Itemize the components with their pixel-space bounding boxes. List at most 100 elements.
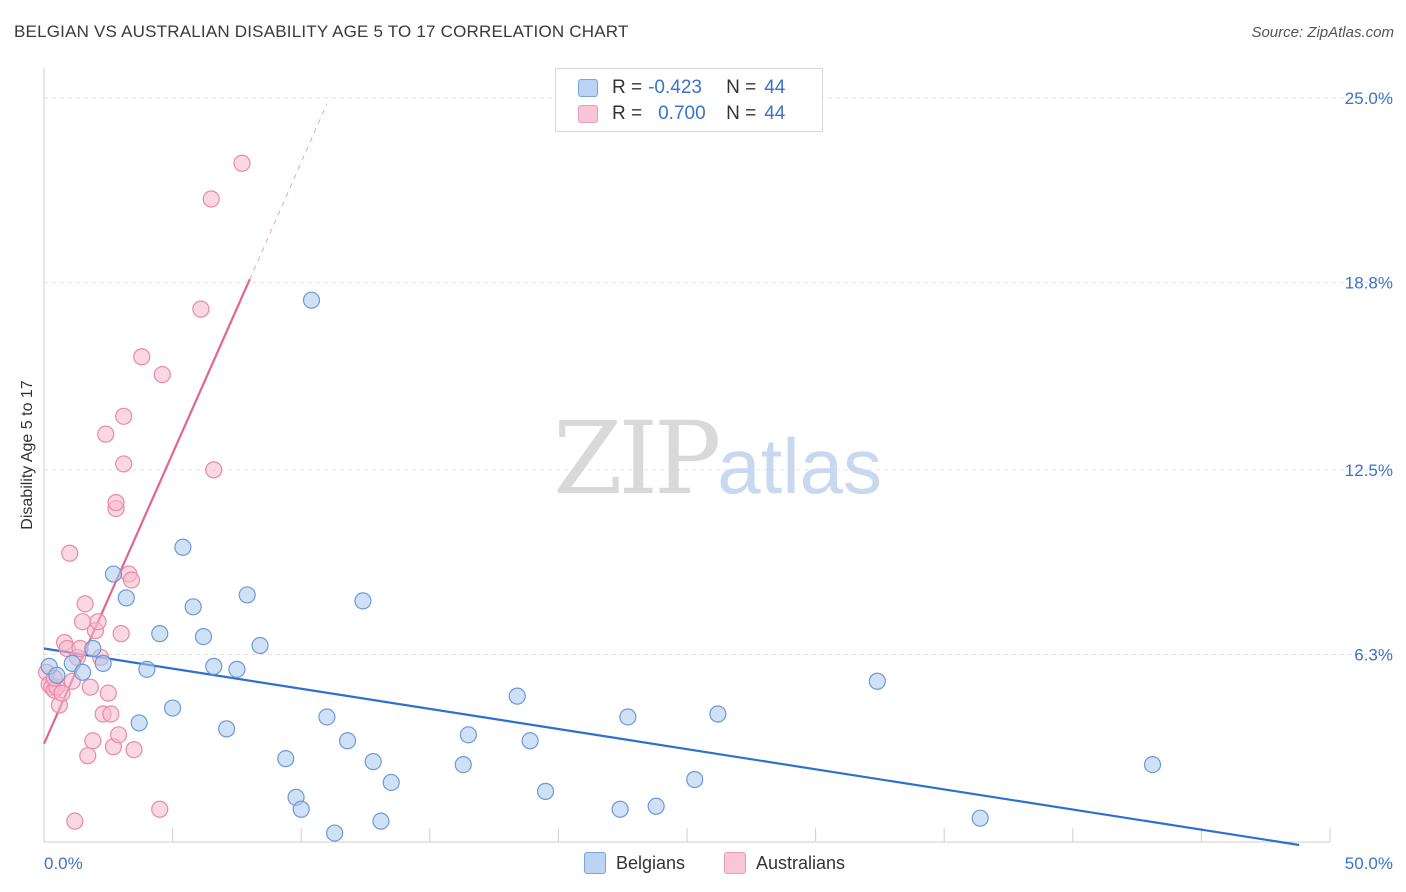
belgian-point <box>1143 755 1162 774</box>
belgians-r-value: -0.423 <box>648 77 702 98</box>
bottom-legend-belgians[interactable]: Belgians <box>584 852 685 874</box>
y-tick-label: 25.0% <box>1345 89 1393 108</box>
australian-point <box>153 366 171 384</box>
belgian-point <box>117 589 135 607</box>
australian-point <box>97 425 115 443</box>
legend-n-label: N = <box>726 103 757 124</box>
belgian-point <box>228 660 246 678</box>
belgian-point <box>382 773 400 792</box>
x-tick-label-min: 0.0% <box>44 854 83 873</box>
belgian-point <box>174 538 192 556</box>
belgian-point <box>292 800 310 818</box>
australian-point <box>102 705 120 723</box>
belgian-point <box>521 732 539 750</box>
stats-legend: R = -0.423 N = 44 R = 0.700 N = 44 <box>555 68 823 132</box>
belgian-point <box>151 625 169 643</box>
australian-point <box>122 571 141 589</box>
belgian-point <box>619 708 637 726</box>
australian-point <box>53 684 71 702</box>
belgian-point <box>536 782 555 800</box>
legend-row-australians: R = 0.700 N = 44 <box>578 102 785 126</box>
belgian-point <box>508 687 526 705</box>
belgian-point <box>94 654 112 672</box>
belgian-point <box>364 753 382 771</box>
x-tick-labels: 0.0% 50.0% <box>44 854 1393 873</box>
y-tick-label: 6.3% <box>1354 645 1393 664</box>
belgian-point <box>709 705 727 723</box>
belgian-point <box>277 750 295 768</box>
belgian-point <box>459 726 477 744</box>
belgians-trendline <box>43 647 1300 847</box>
australian-point <box>133 348 151 366</box>
australian-point <box>66 812 84 830</box>
legend-r-label: R = <box>612 103 643 124</box>
australians-points <box>37 154 251 830</box>
y-tick-label: 18.8% <box>1345 273 1393 292</box>
belgian-point <box>184 598 202 616</box>
australian-point <box>81 678 99 696</box>
belgian-point <box>251 636 269 655</box>
australians-swatch <box>578 105 598 123</box>
belgian-point <box>868 672 886 690</box>
chart-title: BELGIAN VS AUSTRALIAN DISABILITY AGE 5 T… <box>14 22 629 41</box>
belgian-point <box>84 639 102 658</box>
legend-n-label: N = <box>726 77 757 98</box>
belgian-point <box>48 666 66 684</box>
belgian-point <box>302 291 321 309</box>
australian-point <box>109 726 128 744</box>
legend-row-belgians: R = -0.423 N = 44 <box>578 76 785 100</box>
belgian-point <box>138 660 156 678</box>
australian-point <box>76 595 94 613</box>
australian-point <box>89 613 107 631</box>
belgians-points <box>40 291 1162 842</box>
watermark-atlas: atlas <box>717 422 883 510</box>
belgian-point <box>326 824 344 842</box>
belgians-legend-label: Belgians <box>616 852 686 873</box>
belgians-swatch <box>578 79 598 97</box>
australians-r-value: 0.700 <box>658 103 706 124</box>
australian-point <box>84 732 102 750</box>
australian-point <box>115 455 133 473</box>
belgian-point <box>194 627 213 646</box>
y-axis-label: Disability Age 5 to 17 <box>19 380 36 530</box>
belgian-point <box>238 586 256 604</box>
belgian-point <box>971 809 989 827</box>
australian-point <box>79 747 97 765</box>
watermark: ZIPatlas <box>553 400 882 517</box>
y-tick-label: 12.5% <box>1345 461 1393 480</box>
belgian-point <box>354 592 372 610</box>
belgian-point <box>164 699 182 717</box>
australian-point <box>202 190 220 208</box>
x-tick-label-max: 50.0% <box>1345 854 1393 873</box>
belgian-point <box>318 708 336 726</box>
belgians-legend-swatch <box>584 852 606 874</box>
belgian-point <box>73 663 92 681</box>
source-label: Source: ZipAtlas.com <box>1251 24 1394 41</box>
australian-point <box>233 154 251 172</box>
australians-legend-swatch <box>724 852 746 874</box>
belgian-point <box>205 657 223 675</box>
belgian-point <box>218 720 236 738</box>
belgian-point <box>338 732 357 750</box>
belgian-point <box>372 812 390 830</box>
belgians-n-value: 44 <box>764 77 786 98</box>
belgian-point <box>611 800 629 818</box>
australian-point <box>112 625 130 643</box>
australians-trendline-extension <box>249 103 328 280</box>
belgian-point <box>647 797 665 815</box>
bottom-legend-australians[interactable]: Australians <box>724 852 845 874</box>
x-ticks <box>172 828 1331 842</box>
australian-point <box>192 300 210 318</box>
australian-point <box>107 494 125 512</box>
australian-point <box>61 544 79 562</box>
australians-legend-label: Australians <box>756 852 846 873</box>
australians-n-value: 44 <box>764 103 786 124</box>
australian-point <box>125 741 143 759</box>
belgian-point <box>454 755 472 774</box>
belgian-point <box>130 714 148 732</box>
australian-point <box>115 407 133 425</box>
australian-point <box>205 461 223 479</box>
gridlines <box>44 97 1394 655</box>
y-tick-labels: 6.3% 12.5% 18.8% 25.0% <box>1345 89 1393 665</box>
